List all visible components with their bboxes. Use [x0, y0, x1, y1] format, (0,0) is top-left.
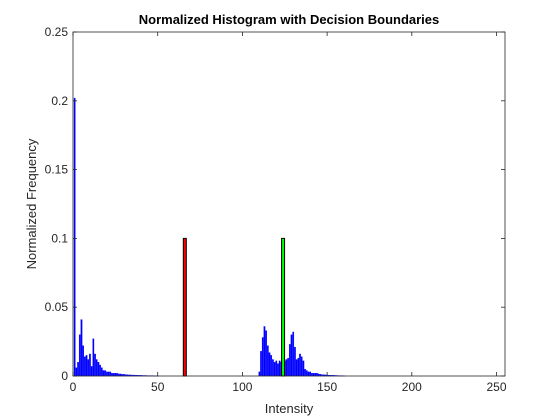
x-tick-label: 250 [487, 380, 507, 394]
y-tick-label: 0.05 [45, 300, 69, 314]
histogram-bar [97, 362, 100, 377]
y-tick-label: 0.1 [51, 231, 68, 245]
histogram-bar [266, 345, 269, 377]
histogram-bar [275, 360, 278, 377]
histogram-bar [261, 337, 264, 377]
histogram-bar [287, 357, 289, 377]
x-tick-label: 0 [70, 380, 77, 394]
histogram-bar [100, 367, 103, 377]
histogram-bar [111, 373, 113, 377]
histogram-bar [112, 373, 115, 377]
y-axis-ticks: 0 0.05 0.1 0.15 0.2 0.25 [45, 25, 505, 383]
histogram-bar [94, 353, 96, 377]
histogram-bar [90, 366, 93, 377]
y-tick-label: 0.15 [45, 163, 69, 177]
y-tick-label: 0.2 [51, 94, 68, 108]
plot-background [73, 32, 505, 376]
histogram-bar [312, 373, 315, 377]
histogram-bar [102, 370, 105, 377]
histogram-bar [297, 357, 300, 377]
histogram-bar [85, 355, 88, 377]
histogram-bar [304, 368, 306, 377]
x-tick-label: 50 [151, 380, 165, 394]
histogram-bar [277, 363, 279, 377]
histogram-bar [104, 370, 107, 377]
histogram-bar [285, 359, 288, 377]
histogram-bar [311, 373, 313, 377]
histogram-bar [270, 355, 273, 377]
x-tick-label: 150 [317, 380, 337, 394]
histogram-bar [116, 373, 118, 377]
histogram-bar [309, 371, 312, 377]
histogram-bar [82, 345, 84, 377]
histogram-bar [89, 353, 91, 377]
histogram-bar [294, 346, 296, 377]
histogram-bar [300, 356, 303, 377]
histogram-bar [273, 362, 276, 377]
x-axis-ticks: 0 50 100 150 200 250 [70, 32, 507, 394]
histogram-bar [292, 331, 295, 377]
x-axis-label: Intensity [265, 401, 314, 416]
histogram-bar [299, 353, 301, 377]
y-tick-label: 0.25 [45, 25, 69, 39]
histogram-bar [87, 359, 90, 377]
histogram-bar [92, 338, 95, 377]
decision-boundary-bar [281, 237, 286, 377]
histogram-bar [109, 371, 112, 377]
histogram-bar [114, 373, 117, 377]
histogram-bar [84, 356, 86, 377]
histogram-bar [106, 371, 108, 377]
histogram-bar [272, 359, 274, 377]
y-axis-label: Normalized Frequency [24, 138, 39, 269]
histogram-bar [107, 371, 110, 377]
chart-title: Normalized Histogram with Decision Bound… [139, 12, 440, 27]
histogram-bar [258, 371, 261, 377]
histogram-bar [278, 360, 281, 377]
decision-boundary-bar [182, 237, 187, 377]
histogram-bar [95, 359, 98, 377]
y-tick-label: 0 [61, 369, 68, 383]
histogram-bar [77, 362, 79, 377]
histogram-bar [316, 373, 318, 377]
histogram-bar [268, 352, 271, 377]
histogram-bar [78, 334, 81, 377]
histogram-bar [75, 367, 78, 377]
histogram-bar [263, 326, 266, 377]
plot-area [73, 32, 505, 376]
histogram-bar [302, 360, 305, 377]
x-tick-label: 200 [402, 380, 422, 394]
axes [72, 31, 506, 377]
histogram-bar [307, 371, 310, 377]
x-tick-label: 100 [232, 380, 252, 394]
histogram-bar [290, 334, 293, 377]
histogram-bar [80, 319, 83, 377]
histogram-bar [260, 351, 262, 377]
histogram-bar [314, 373, 317, 377]
histogram-bar [265, 330, 267, 377]
histogram-bar [73, 97, 76, 377]
histogram-bar [289, 344, 291, 377]
histogram-bar [295, 359, 298, 377]
histogram-bar [99, 364, 101, 377]
histogram-bar [305, 370, 308, 377]
axes-box [72, 31, 506, 377]
